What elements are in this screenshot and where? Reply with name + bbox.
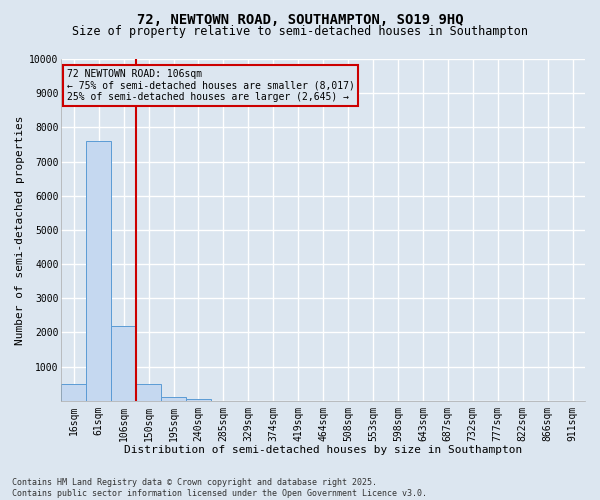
Bar xyxy=(136,384,161,400)
Text: Contains HM Land Registry data © Crown copyright and database right 2025.
Contai: Contains HM Land Registry data © Crown c… xyxy=(12,478,427,498)
Text: 72 NEWTOWN ROAD: 106sqm
← 75% of semi-detached houses are smaller (8,017)
25% of: 72 NEWTOWN ROAD: 106sqm ← 75% of semi-de… xyxy=(67,70,355,102)
X-axis label: Distribution of semi-detached houses by size in Southampton: Distribution of semi-detached houses by … xyxy=(124,445,522,455)
Y-axis label: Number of semi-detached properties: Number of semi-detached properties xyxy=(15,115,25,344)
Bar xyxy=(86,141,111,401)
Text: 72, NEWTOWN ROAD, SOUTHAMPTON, SO19 9HQ: 72, NEWTOWN ROAD, SOUTHAMPTON, SO19 9HQ xyxy=(137,12,463,26)
Bar xyxy=(111,326,136,400)
Bar xyxy=(61,384,86,400)
Bar xyxy=(186,398,211,400)
Bar xyxy=(161,396,186,400)
Text: Size of property relative to semi-detached houses in Southampton: Size of property relative to semi-detach… xyxy=(72,25,528,38)
